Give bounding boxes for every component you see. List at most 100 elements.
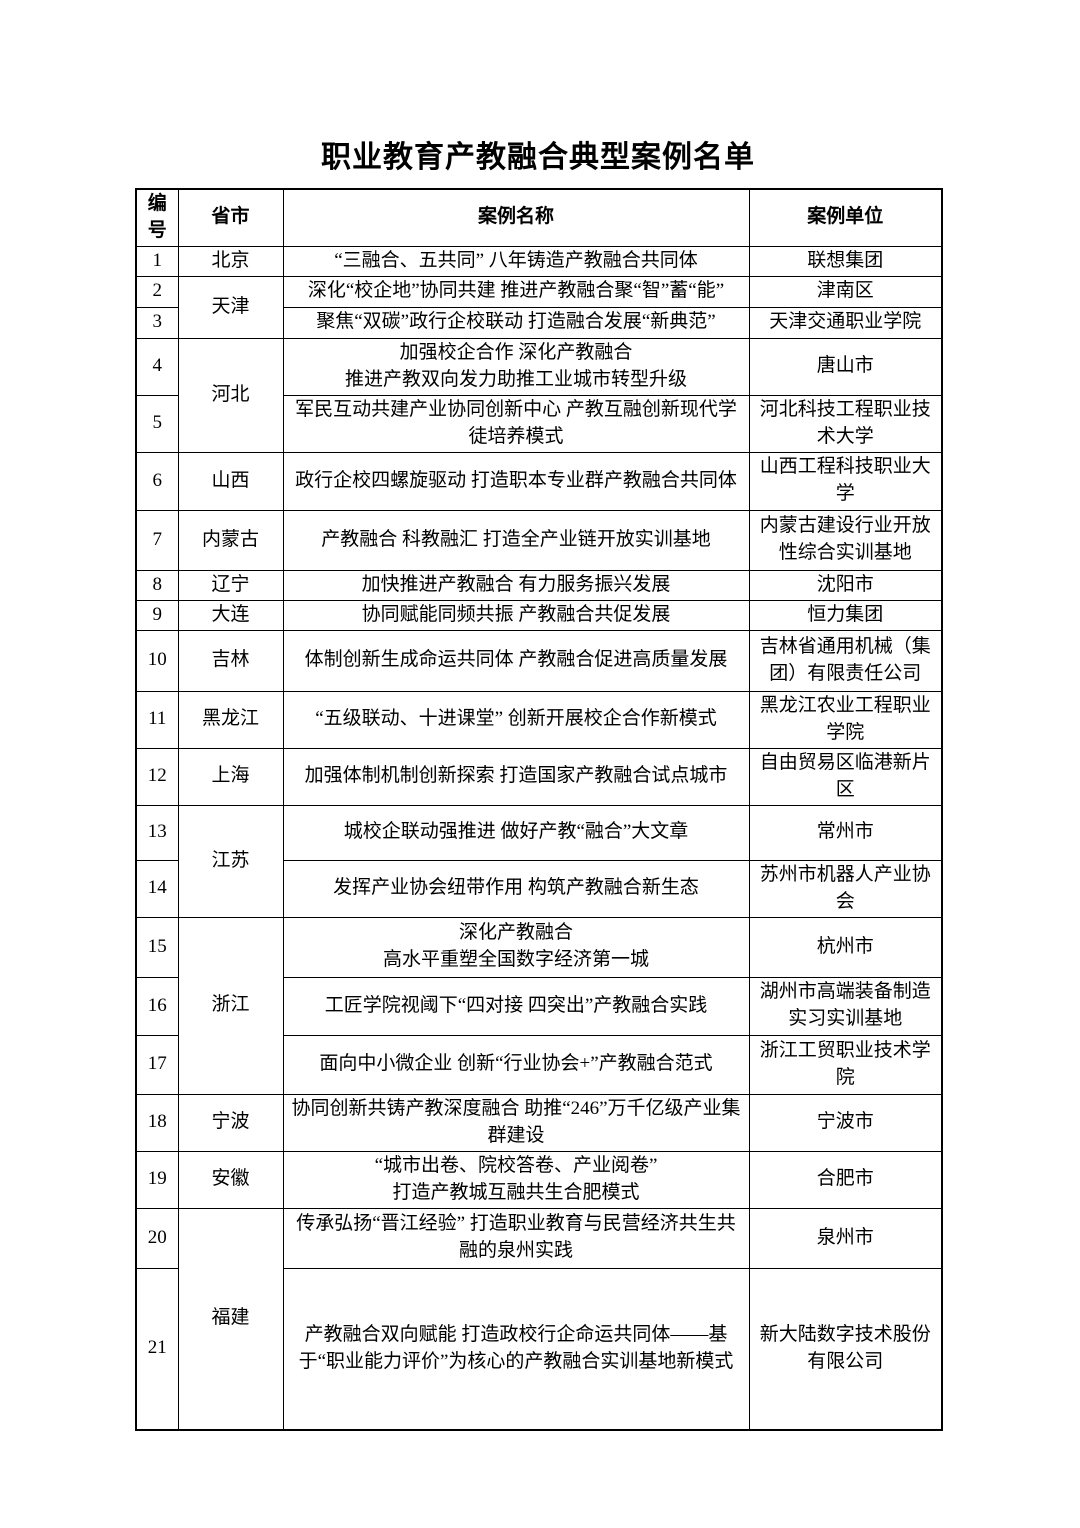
cell-province: 天津 <box>177 275 284 339</box>
cell-province: 江苏 <box>177 804 284 918</box>
cell-no: 9 <box>135 599 179 631</box>
cases-table: 编号 省市 案例名称 案例单位 1 北京 “三融合、五共同” 八年铸造产教融合共… <box>135 188 943 1432</box>
cell-no: 4 <box>135 337 179 396</box>
cell-unit: 泉州市 <box>748 1207 943 1269</box>
cell-unit: 津南区 <box>748 275 943 308</box>
col-header-no: 编号 <box>135 188 179 247</box>
cell-unit: 山西工程科技职业大学 <box>748 451 943 511</box>
table-row: 10 吉林 体制创新生成命运共同体 产教融合促进高质量发展 吉林省通用机械（集团… <box>135 629 943 692</box>
cell-no: 12 <box>135 747 179 806</box>
cell-province: 山西 <box>177 451 284 511</box>
table-row: 6 山西 政行企校四螺旋驱动 打造职本专业群产教融合共同体 山西工程科技职业大学 <box>135 451 943 511</box>
cell-case: 产教融合双向赋能 打造政校行企命运共同体——基于“职业能力评价”为核心的产教融合… <box>282 1267 750 1431</box>
table-row: 12 上海 加强体制机制创新探索 打造国家产教融合试点城市 自由贸易区临港新片区 <box>135 747 943 806</box>
cell-case: 传承弘扬“晋江经验” 打造职业教育与民营经济共生共融的泉州实践 <box>282 1207 750 1269</box>
cell-province: 北京 <box>177 245 284 277</box>
col-header-case: 案例名称 <box>282 188 750 247</box>
table-row: 7 内蒙古 产教融合 科教融汇 打造全产业链开放实训基地 内蒙古建设行业开放性综… <box>135 509 943 571</box>
cell-unit: 杭州市 <box>748 916 943 978</box>
table-row: 17 面向中小微企业 创新“行业协会+”产教融合范式 浙江工贸职业技术学院 <box>135 1034 943 1095</box>
table-row: 8 辽宁 加快推进产教融合 有力服务振兴发展 沈阳市 <box>135 569 943 601</box>
cell-province: 河北 <box>177 337 284 453</box>
cell-province: 吉林 <box>177 629 284 692</box>
cell-case: 发挥产业协会纽带作用 构筑产教融合新生态 <box>282 859 750 918</box>
cell-province: 黑龙江 <box>177 690 284 749</box>
cell-case: 加强体制机制创新探索 打造国家产教融合试点城市 <box>282 747 750 806</box>
table-row: 13 江苏 城校企联动强推进 做好产教“融合”大文章 常州市 <box>135 804 943 918</box>
cell-no: 7 <box>135 509 179 571</box>
cell-no: 16 <box>135 976 179 1036</box>
cell-unit: 黑龙江农业工程职业学院 <box>748 690 943 749</box>
cell-case: 军民互动共建产业协同创新中心 产教互融创新现代学徒培养模式 <box>282 394 750 453</box>
cell-unit: 河北科技工程职业技术大学 <box>748 394 943 453</box>
cell-no: 21 <box>135 1267 179 1431</box>
cell-case: “城市出卷、院校答卷、产业阅卷” 打造产教城互融共生合肥模式 <box>282 1150 750 1209</box>
cell-case: “五级联动、十进课堂” 创新开展校企合作新模式 <box>282 690 750 749</box>
cell-no: 20 <box>135 1207 179 1269</box>
cell-case: 产教融合 科教融汇 打造全产业链开放实训基地 <box>282 509 750 571</box>
cell-case: “三融合、五共同” 八年铸造产教融合共同体 <box>282 245 750 277</box>
cell-no: 19 <box>135 1150 179 1209</box>
cell-province: 辽宁 <box>177 569 284 601</box>
cell-no: 11 <box>135 690 179 749</box>
cell-case: 加快推进产教融合 有力服务振兴发展 <box>282 569 750 601</box>
table-row: 4 河北 加强校企合作 深化产教融合 推进产教双向发力助推工业城市转型升级 唐山… <box>135 337 943 453</box>
cell-unit: 吉林省通用机械（集团）有限责任公司 <box>748 629 943 692</box>
cell-unit: 内蒙古建设行业开放性综合实训基地 <box>748 509 943 571</box>
cell-unit: 宁波市 <box>748 1093 943 1152</box>
table-row: 3 聚焦“双碳”政行企校联动 打造融合发展“新典范” 天津交通职业学院 <box>135 306 943 339</box>
cell-unit: 湖州市高端装备制造实习实训基地 <box>748 976 943 1036</box>
cell-case: 工匠学院视阈下“四对接 四突出”产教融合实践 <box>282 976 750 1036</box>
table-row: 21 产教融合双向赋能 打造政校行企命运共同体——基于“职业能力评价”为核心的产… <box>135 1267 943 1431</box>
col-header-unit: 案例单位 <box>748 188 943 247</box>
cell-unit: 合肥市 <box>748 1150 943 1209</box>
cell-province: 福建 <box>177 1207 284 1431</box>
cell-no: 13 <box>135 804 179 861</box>
col-header-province: 省市 <box>177 188 284 247</box>
cell-no: 2 <box>135 275 179 308</box>
cell-no: 17 <box>135 1034 179 1095</box>
cell-no: 3 <box>135 306 179 339</box>
cell-no: 1 <box>135 245 179 277</box>
cell-case: 城校企联动强推进 做好产教“融合”大文章 <box>282 804 750 861</box>
cell-no: 14 <box>135 859 179 918</box>
cell-no: 6 <box>135 451 179 511</box>
cell-no: 10 <box>135 629 179 692</box>
cell-unit: 恒力集团 <box>748 599 943 631</box>
cell-unit: 常州市 <box>748 804 943 861</box>
cell-province: 上海 <box>177 747 284 806</box>
cell-province: 安徽 <box>177 1150 284 1209</box>
table-row: 2 天津 深化“校企地”协同共建 推进产教融合聚“智”蓄“能” 津南区 <box>135 275 943 339</box>
table-row: 15 浙江 深化产教融合 高水平重塑全国数字经济第一城 杭州市 <box>135 916 943 1095</box>
cell-case: 协同赋能同频共振 产教融合共促发展 <box>282 599 750 631</box>
table-row: 20 福建 传承弘扬“晋江经验” 打造职业教育与民营经济共生共融的泉州实践 泉州… <box>135 1207 943 1431</box>
table-row: 5 军民互动共建产业协同创新中心 产教互融创新现代学徒培养模式 河北科技工程职业… <box>135 394 943 453</box>
cell-case: 面向中小微企业 创新“行业协会+”产教融合范式 <box>282 1034 750 1095</box>
table-row: 1 北京 “三融合、五共同” 八年铸造产教融合共同体 联想集团 <box>135 245 943 277</box>
cell-unit: 自由贸易区临港新片区 <box>748 747 943 806</box>
cell-case: 加强校企合作 深化产教融合 推进产教双向发力助推工业城市转型升级 <box>282 337 750 396</box>
cell-province: 内蒙古 <box>177 509 284 571</box>
cell-no: 18 <box>135 1093 179 1152</box>
cell-unit: 新大陆数字技术股份有限公司 <box>748 1267 943 1431</box>
cell-case: 深化“校企地”协同共建 推进产教融合聚“智”蓄“能” <box>282 275 750 308</box>
cell-province: 大连 <box>177 599 284 631</box>
cell-case: 聚焦“双碳”政行企校联动 打造融合发展“新典范” <box>282 306 750 339</box>
cell-unit: 天津交通职业学院 <box>748 306 943 339</box>
cell-unit: 联想集团 <box>748 245 943 277</box>
table-row: 11 黑龙江 “五级联动、十进课堂” 创新开展校企合作新模式 黑龙江农业工程职业… <box>135 690 943 749</box>
table-row: 18 宁波 协同创新共铸产教深度融合 助推“246”万千亿级产业集群建设 宁波市 <box>135 1093 943 1152</box>
cell-no: 5 <box>135 394 179 453</box>
cell-case: 政行企校四螺旋驱动 打造职本专业群产教融合共同体 <box>282 451 750 511</box>
cell-case: 深化产教融合 高水平重塑全国数字经济第一城 <box>282 916 750 978</box>
cell-no: 8 <box>135 569 179 601</box>
table-row: 9 大连 协同赋能同频共振 产教融合共促发展 恒力集团 <box>135 599 943 631</box>
cell-unit: 苏州市机器人产业协会 <box>748 859 943 918</box>
cell-unit: 唐山市 <box>748 337 943 396</box>
cell-case: 协同创新共铸产教深度融合 助推“246”万千亿级产业集群建设 <box>282 1093 750 1152</box>
page-title: 职业教育产教融合典型案例名单 <box>321 141 755 174</box>
cell-case: 体制创新生成命运共同体 产教融合促进高质量发展 <box>282 629 750 692</box>
cell-unit: 浙江工贸职业技术学院 <box>748 1034 943 1095</box>
header-row: 编号 省市 案例名称 案例单位 <box>135 188 943 247</box>
